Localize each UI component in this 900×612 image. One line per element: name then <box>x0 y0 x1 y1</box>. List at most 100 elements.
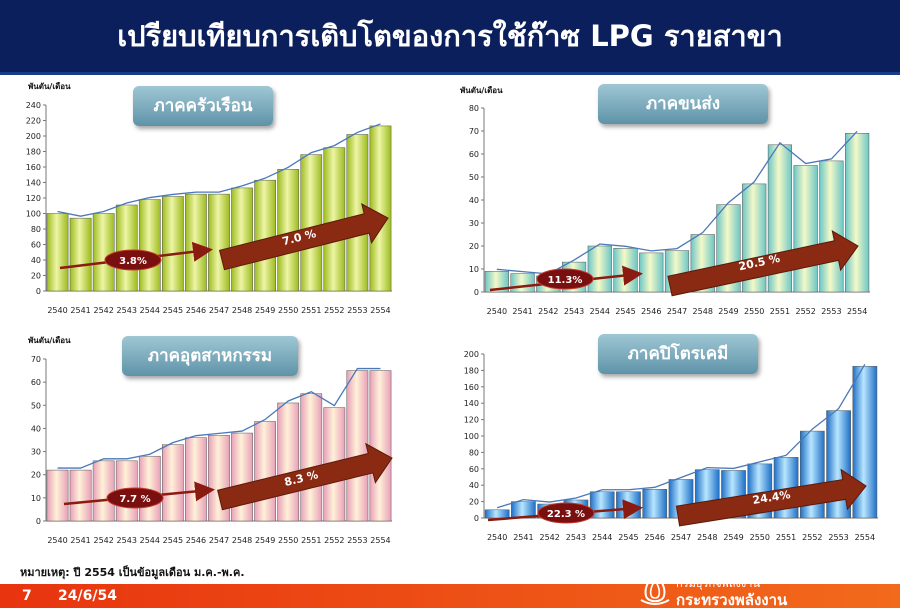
growth-arrow-large <box>217 442 393 511</box>
x-tick-label: 2545 <box>163 536 183 545</box>
chart-panel-industry: 0 10 20 30 40 50 60 70 2540 2541 2542 2543 2544 2545 2… <box>20 332 420 557</box>
x-tick-label: 2549 <box>723 533 743 542</box>
x-tick-label: 2548 <box>697 533 717 542</box>
growth-badge <box>536 268 594 290</box>
section-title: ภาคอุตสาหกรรม <box>122 336 298 376</box>
x-tick-label: 2540 <box>47 306 67 315</box>
x-tick-label: 2546 <box>641 307 661 316</box>
growth-badge <box>106 487 164 509</box>
y-tick-label: 30 <box>469 219 479 228</box>
org-name-small: กรมธุรกิจพลังงาน <box>676 577 760 590</box>
ministry-logo-icon <box>640 570 670 605</box>
growth-label-small: 7.7 % <box>119 494 150 505</box>
y-tick-label: 240 <box>26 101 41 110</box>
x-tick-label: 2543 <box>117 306 137 315</box>
y-tick-label: 0 <box>474 514 479 523</box>
section-title: ภาคครัวเรือน <box>133 86 273 126</box>
x-tick-label: 2552 <box>324 306 344 315</box>
growth-label-large: 24.4% <box>752 488 792 507</box>
bar <box>115 204 138 292</box>
y-tick-label: 60 <box>31 378 41 387</box>
x-tick-label: 2544 <box>140 536 160 545</box>
growth-arrow-large <box>667 230 859 297</box>
x-tick-label: 2553 <box>347 306 367 315</box>
bar <box>642 489 668 519</box>
bar <box>185 193 207 292</box>
x-tick-label: 2549 <box>255 536 275 545</box>
x-tick-label: 2543 <box>117 536 137 545</box>
x-tick-label: 2554 <box>370 306 390 315</box>
y-tick-label: 80 <box>31 225 41 234</box>
y-tick-label: 180 <box>26 148 41 157</box>
x-tick-label: 2552 <box>795 307 815 316</box>
x-tick-label: 2543 <box>564 307 584 316</box>
x-tick-label: 2554 <box>855 533 875 542</box>
bar <box>162 444 184 522</box>
bar <box>616 491 641 519</box>
x-tick-label: 2549 <box>255 306 275 315</box>
x-tick-label: 2551 <box>301 536 321 545</box>
y-axis-unit-label: พันตัน/เดือน <box>28 82 71 91</box>
y-tick-label: 10 <box>469 265 479 274</box>
chart-panel-petrochemical: 0 20 40 60 80 100 120 140 160 180 200 2540 2541 2542 2… <box>458 334 878 560</box>
growth-label-small: 11.3% <box>548 275 583 286</box>
y-tick-label: 10 <box>31 494 41 503</box>
x-tick-label: 2545 <box>618 533 638 542</box>
x-tick-label: 2541 <box>512 307 532 316</box>
x-tick-label: 2544 <box>590 307 610 316</box>
y-tick-label: 40 <box>31 256 41 265</box>
x-tick-label: 2550 <box>750 533 770 542</box>
y-tick-label: 40 <box>31 424 41 433</box>
x-tick-label: 2550 <box>744 307 764 316</box>
bar <box>92 213 115 292</box>
x-tick-label: 2544 <box>592 533 612 542</box>
y-tick-label: 100 <box>26 210 41 219</box>
y-tick-label: 0 <box>36 287 41 296</box>
y-tick-label: 140 <box>26 179 41 188</box>
bar <box>277 169 300 292</box>
growth-badge <box>104 249 162 271</box>
x-tick-label: 2541 <box>70 306 90 315</box>
section-title: ภาคขนส่ง <box>598 84 768 124</box>
y-tick-label: 60 <box>31 241 41 250</box>
x-tick-label: 2541 <box>70 536 90 545</box>
x-tick-label: 2541 <box>513 533 533 542</box>
footnote: หมายเหตุ: ปี 2554 เป็นข้อมูลเดือน ม.ค.-พ… <box>20 566 245 579</box>
bar <box>587 245 612 293</box>
x-tick-label: 2548 <box>232 536 252 545</box>
y-tick-label: 20 <box>469 242 479 251</box>
bar <box>300 154 323 292</box>
chart-svg: 0 10 20 30 40 50 60 70 80 2540 2541 2542 2543 2544 254… <box>469 104 870 316</box>
bar <box>510 273 535 293</box>
bar <box>613 248 638 293</box>
trend-line <box>57 123 381 217</box>
x-tick-label: 2546 <box>186 306 206 315</box>
bar <box>138 199 161 292</box>
y-tick-label: 220 <box>26 117 41 126</box>
bar <box>819 160 844 293</box>
y-tick-label: 40 <box>469 196 479 205</box>
y-tick-label: 140 <box>464 399 479 408</box>
y-tick-label: 40 <box>469 481 479 490</box>
x-tick-label: 2552 <box>802 533 822 542</box>
x-tick-label: 2544 <box>140 306 160 315</box>
date-label: 24/6/54 <box>58 588 117 604</box>
y-tick-label: 80 <box>469 104 479 113</box>
y-tick-label: 20 <box>469 498 479 507</box>
x-tick-label: 2545 <box>615 307 635 316</box>
growth-label-small: 22.3 % <box>547 509 585 520</box>
x-tick-label: 2547 <box>667 307 687 316</box>
bar <box>69 217 92 292</box>
growth-arrow-large <box>218 203 389 271</box>
bar <box>346 370 369 522</box>
footer-bar <box>0 584 900 608</box>
page-title: เปรียบเทียบการเติบโตของการใช้ก๊าซ LPG รา… <box>117 19 783 53</box>
bar <box>639 252 664 293</box>
x-tick-label: 2546 <box>645 533 665 542</box>
x-tick-label: 2540 <box>487 533 507 542</box>
x-tick-label: 2543 <box>566 533 586 542</box>
bar <box>300 393 323 522</box>
trend-line <box>57 367 381 469</box>
bar <box>231 187 253 292</box>
